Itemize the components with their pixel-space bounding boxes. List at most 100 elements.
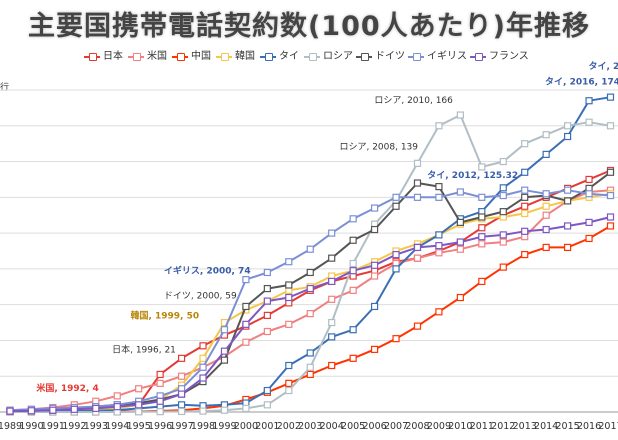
data-point <box>413 159 422 167</box>
data-point <box>435 308 443 316</box>
data-point <box>585 118 593 126</box>
x-tick-label: 1994 <box>105 421 129 432</box>
data-point <box>135 385 143 393</box>
data-point <box>306 310 314 318</box>
legend-label: 日本 <box>103 51 123 62</box>
data-point <box>328 333 336 341</box>
data-point <box>285 379 293 387</box>
legend-marker <box>89 53 97 61</box>
data-point <box>585 190 593 198</box>
data-point <box>370 272 379 280</box>
data-point <box>564 197 572 205</box>
data-point <box>370 204 379 212</box>
x-tick-label: 2003 <box>298 421 322 432</box>
legend-label: 米国 <box>147 51 167 62</box>
data-annotation: イギリス, 2000, 74 <box>164 265 251 277</box>
data-point <box>435 122 443 130</box>
data-annotation: タイ, 2017, 176 <box>588 60 618 72</box>
data-point <box>328 254 336 262</box>
data-point <box>220 356 229 364</box>
x-tick-label: 2009 <box>427 421 451 432</box>
data-point <box>413 243 422 252</box>
data-point <box>499 184 507 192</box>
y-axis-unit-label: 行 <box>0 83 10 93</box>
x-tick-label: 1990 <box>19 421 43 432</box>
legend-marker <box>413 53 421 61</box>
data-point <box>263 297 271 305</box>
data-point <box>285 386 293 395</box>
x-tick-label: 2012 <box>491 421 515 432</box>
data-point <box>349 354 357 362</box>
data-point <box>263 327 271 336</box>
data-point <box>156 397 164 405</box>
data-point <box>435 193 443 201</box>
legend-marker <box>265 53 273 61</box>
data-point <box>349 267 357 275</box>
data-point <box>499 208 507 216</box>
data-point <box>392 265 400 273</box>
data-point <box>564 122 572 130</box>
data-point <box>113 392 121 400</box>
x-tick-label: 2014 <box>534 421 558 432</box>
x-tick-label: 2002 <box>277 421 301 432</box>
data-point <box>521 227 529 235</box>
data-point <box>521 140 529 148</box>
legend-label: タイ <box>279 51 299 62</box>
data-point <box>285 281 293 289</box>
data-point <box>370 225 379 234</box>
data-point <box>199 363 207 371</box>
data-point <box>177 390 186 398</box>
data-point <box>113 403 121 411</box>
data-point <box>263 268 271 277</box>
data-annotation: 日本, 1996, 21 <box>112 343 176 355</box>
data-annotation: タイ, 2016, 174 <box>545 76 618 88</box>
x-tick-label: 1998 <box>191 421 215 432</box>
x-tick-label: 2008 <box>405 421 429 432</box>
data-point <box>242 276 250 284</box>
data-annotation: ドイツ, 2000, 59 <box>164 291 237 301</box>
data-point <box>328 361 336 370</box>
data-annotation: ロシア, 2010, 166 <box>374 96 453 106</box>
data-point <box>306 370 314 379</box>
data-point <box>328 295 336 303</box>
data-point <box>392 202 400 210</box>
data-point <box>242 302 250 311</box>
data-point <box>542 243 550 252</box>
legend-label: ロシア <box>323 51 353 62</box>
data-point <box>585 97 593 105</box>
data-annotation: 米国, 1992, 4 <box>35 382 98 394</box>
data-point <box>285 361 293 370</box>
data-point <box>456 218 464 226</box>
data-point <box>370 345 379 353</box>
data-point <box>220 326 229 334</box>
x-tick-label: 1996 <box>148 421 172 432</box>
legend-label: 韓国 <box>235 51 255 62</box>
x-tick-label: 1997 <box>169 421 193 432</box>
x-tick-label: 1999 <box>212 421 236 432</box>
data-point <box>542 150 550 158</box>
data-point <box>478 193 486 201</box>
data-point <box>499 238 507 246</box>
data-point <box>606 222 615 230</box>
data-point <box>542 225 550 234</box>
data-point <box>92 404 100 413</box>
x-tick-label: 2006 <box>362 421 386 432</box>
data-point <box>413 179 422 187</box>
data-point <box>435 183 443 191</box>
data-annotation: 韓国, 1999, 50 <box>130 310 199 322</box>
data-point <box>328 277 336 286</box>
data-point <box>135 401 143 409</box>
x-tick-label: 1989 <box>0 421 22 432</box>
data-point <box>606 93 615 101</box>
x-tick-label: 1991 <box>41 421 65 432</box>
data-point <box>585 234 593 243</box>
data-point <box>435 249 443 257</box>
data-point <box>199 374 207 382</box>
data-point <box>564 132 572 141</box>
x-tick-label: 2017 <box>598 421 618 432</box>
data-point <box>478 240 486 248</box>
data-point <box>349 286 357 294</box>
data-point <box>413 254 422 262</box>
x-tick-label: 1992 <box>62 421 86 432</box>
data-point <box>156 379 164 387</box>
